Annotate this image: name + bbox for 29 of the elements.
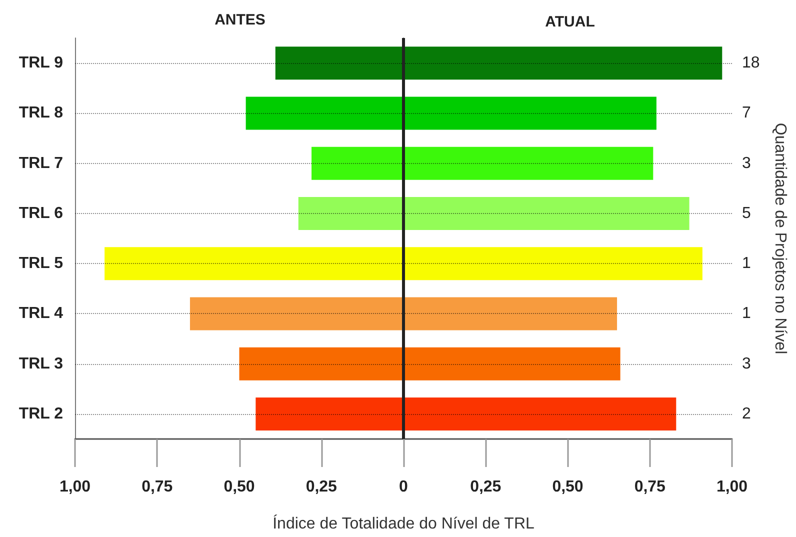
- x-tick-label: 0: [399, 478, 408, 496]
- series-label: ATUAL: [545, 14, 595, 30]
- x-tick-label: 1,00: [716, 478, 748, 496]
- y-tick-label: TRL 3: [18, 355, 64, 372]
- y2-axis-title: Quantidade de Projetos no Nível: [772, 122, 788, 354]
- y-tick-label: TRL 6: [18, 204, 64, 222]
- y2-tick-label: 3: [742, 355, 751, 372]
- y2-tick-label: 18: [742, 54, 760, 72]
- x-tick-label: 0,50: [224, 478, 255, 496]
- series-label: ANTES: [214, 12, 266, 28]
- y2-tick-label: 7: [742, 104, 751, 122]
- x-tick-label: 0,75: [634, 478, 666, 496]
- x-tick-label: 1,00: [59, 478, 91, 496]
- y-tick-label: TRL 8: [18, 104, 64, 122]
- y-tick-label: TRL 4: [18, 305, 64, 322]
- x-tick-label: 0,75: [142, 478, 173, 496]
- y2-tick-label: 3: [742, 154, 751, 172]
- y2-tick-label: 5: [742, 204, 751, 222]
- y2-tick-label: 1: [742, 305, 751, 322]
- y2-tick-label: 2: [742, 405, 751, 422]
- y-tick-label: TRL 2: [18, 405, 64, 422]
- x-axis-title: Índice de Totalidade do Nível de TRL: [272, 514, 534, 532]
- x-tick-label: 0,50: [552, 478, 584, 496]
- y-tick-label: TRL 7: [18, 154, 64, 172]
- y2-tick-label: 1: [742, 255, 751, 272]
- y-tick-label: TRL 9: [18, 54, 64, 72]
- x-tick-label: 0,25: [306, 478, 338, 496]
- y-tick-label: TRL 5: [18, 255, 64, 272]
- x-tick-label: 0,25: [470, 478, 502, 496]
